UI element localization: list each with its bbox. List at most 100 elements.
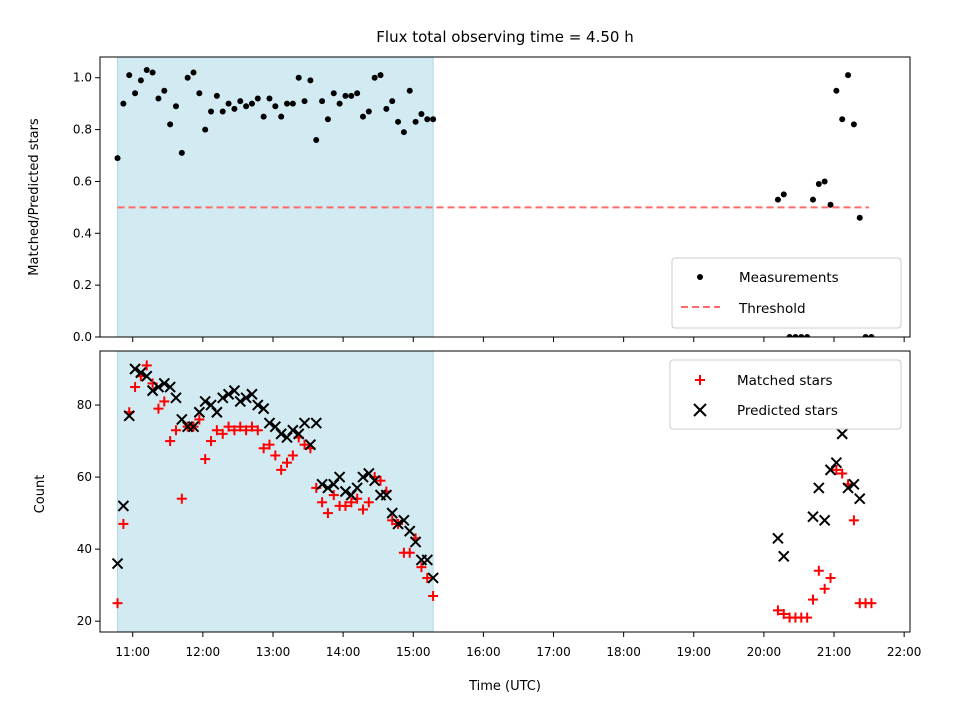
plot-area bbox=[111, 351, 877, 632]
predicted-point bbox=[836, 428, 848, 440]
matched-point bbox=[223, 421, 234, 432]
matched-point bbox=[194, 414, 205, 425]
data-point bbox=[172, 103, 179, 110]
y-tick-label: 40 bbox=[77, 542, 92, 556]
data-point bbox=[868, 334, 875, 337]
matched-point bbox=[258, 443, 269, 454]
matched-point bbox=[328, 490, 339, 501]
predicted-point bbox=[123, 410, 135, 422]
matched-point bbox=[357, 504, 368, 515]
y-tick-label: 0.8 bbox=[73, 123, 92, 137]
data-point bbox=[804, 334, 811, 337]
data-point bbox=[284, 100, 291, 107]
data-point bbox=[418, 111, 425, 118]
data-point bbox=[400, 129, 407, 136]
matched-point bbox=[772, 605, 783, 616]
predicted-point bbox=[848, 478, 860, 491]
matched-point bbox=[252, 425, 263, 436]
matched-point bbox=[363, 497, 374, 508]
predicted-point bbox=[322, 482, 334, 494]
bottom-panel: 20 40 60 80 11:00 12:00 13:00 14:00 15:00 16:00 17… bbox=[77, 350, 922, 659]
matched-point bbox=[317, 497, 328, 508]
matched-point bbox=[141, 360, 152, 371]
legend-measurements-label: Measurements bbox=[739, 270, 839, 286]
series-predicted-stars bbox=[111, 363, 866, 584]
matched-point bbox=[246, 421, 257, 432]
matched-point bbox=[235, 421, 246, 432]
legend-matched-label: Matched stars bbox=[737, 373, 833, 389]
matched-point bbox=[416, 562, 427, 573]
matched-point bbox=[422, 572, 433, 583]
matched-point bbox=[206, 436, 217, 447]
matched-point bbox=[153, 403, 164, 414]
data-point bbox=[412, 118, 419, 125]
matched-point bbox=[778, 608, 789, 619]
data-point bbox=[833, 87, 840, 94]
predicted-point bbox=[357, 471, 369, 483]
data-point bbox=[301, 98, 308, 105]
series-measurements bbox=[114, 66, 875, 337]
predicted-point bbox=[170, 392, 182, 404]
data-point bbox=[266, 95, 273, 102]
predicted-point bbox=[211, 406, 223, 418]
data-point bbox=[365, 108, 372, 115]
predicted-point bbox=[807, 511, 819, 523]
predicted-point bbox=[351, 482, 363, 494]
predicted-point bbox=[263, 417, 276, 429]
predicted-point bbox=[339, 485, 352, 498]
chart-title: Flux total observing time = 4.50 h bbox=[376, 28, 633, 46]
x-tick-label: 12:00 bbox=[186, 645, 221, 659]
x-tick-label: 11:00 bbox=[115, 645, 150, 659]
data-point bbox=[114, 155, 121, 162]
predicted-point bbox=[152, 381, 165, 393]
predicted-point bbox=[117, 500, 130, 512]
top-panel: 0.0 0.2 0.4 0.6 0.8 1.0 Measurements Threshold bbox=[73, 56, 911, 344]
axes-frame bbox=[99, 350, 911, 633]
data-point bbox=[330, 90, 337, 97]
data-point bbox=[126, 72, 133, 79]
x-tick-label: 17:00 bbox=[536, 645, 571, 659]
data-point bbox=[307, 77, 314, 84]
legend-matched-marker bbox=[695, 375, 705, 385]
predicted-point bbox=[199, 395, 211, 408]
data-point bbox=[202, 126, 209, 133]
x-tick-label: 22:00 bbox=[887, 645, 922, 659]
matched-point bbox=[837, 468, 848, 479]
data-point bbox=[178, 149, 185, 156]
matched-point bbox=[346, 497, 357, 508]
data-point bbox=[161, 87, 168, 94]
predicted-point bbox=[292, 428, 305, 440]
predicted-point bbox=[778, 550, 790, 563]
data-point bbox=[348, 92, 355, 99]
data-point bbox=[243, 103, 250, 110]
data-point bbox=[149, 69, 156, 76]
y-tick-label: 0.0 bbox=[73, 330, 92, 344]
x-axis-label: Time (UTC) bbox=[468, 679, 541, 694]
matched-point bbox=[322, 508, 333, 519]
observing-window-span bbox=[117, 57, 434, 337]
data-point bbox=[219, 108, 226, 115]
legend-measurements-marker bbox=[697, 274, 703, 280]
x-tick-label: 14:00 bbox=[326, 645, 361, 659]
legend-top: Measurements Threshold bbox=[671, 257, 902, 329]
predicted-point bbox=[193, 406, 206, 418]
predicted-point bbox=[234, 395, 246, 408]
predicted-point bbox=[217, 392, 229, 404]
data-point bbox=[786, 334, 793, 337]
data-point bbox=[780, 191, 787, 198]
matched-point bbox=[819, 583, 830, 594]
matched-point bbox=[802, 612, 813, 623]
data-point bbox=[295, 74, 302, 81]
data-point bbox=[845, 72, 852, 79]
y-tick-label: 1.0 bbox=[73, 71, 92, 85]
predicted-point bbox=[427, 572, 439, 584]
predicted-point bbox=[310, 417, 322, 429]
matched-point bbox=[813, 565, 824, 576]
matched-point bbox=[170, 425, 181, 436]
matched-point bbox=[825, 572, 836, 583]
predicted-point bbox=[304, 438, 317, 451]
data-point bbox=[798, 334, 805, 337]
data-point bbox=[231, 105, 238, 112]
x-tick-label: 16:00 bbox=[466, 645, 501, 659]
